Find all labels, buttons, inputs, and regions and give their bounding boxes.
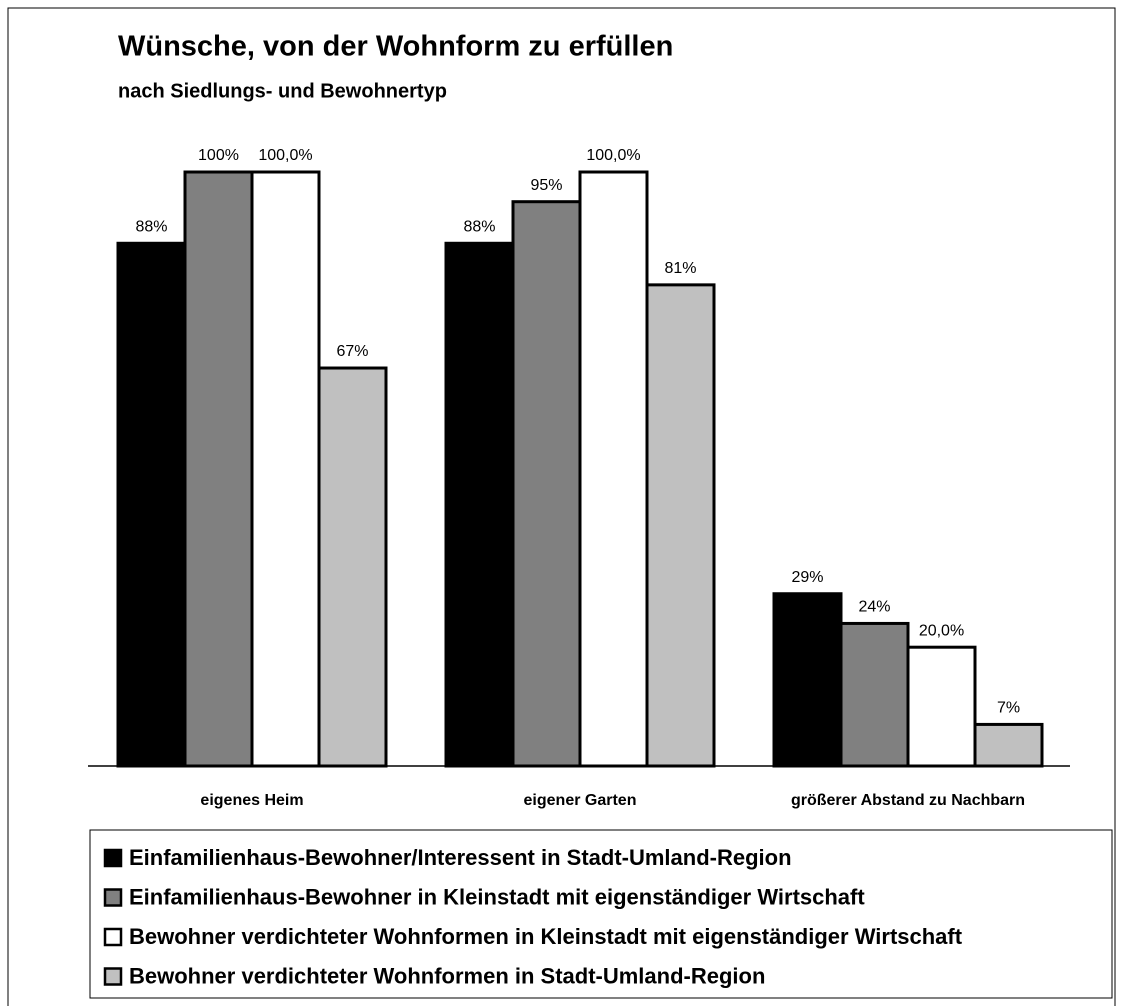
value-label: 88% [463, 218, 495, 235]
bar [183, 170, 254, 768]
bar [772, 592, 843, 768]
bar [645, 283, 716, 768]
legend-swatch [103, 967, 123, 986]
x-tick-label: größerer Abstand zu Nachbarn [791, 792, 1025, 809]
bar [906, 645, 977, 768]
value-label: 100,0% [258, 147, 312, 164]
bar [116, 241, 187, 768]
x-tick-label: eigener Garten [524, 792, 637, 809]
legend-label: Einfamilienhaus-Bewohner in Kleinstadt m… [129, 884, 865, 909]
bar [511, 200, 582, 768]
legend-box [89, 829, 1113, 999]
bar [250, 170, 321, 768]
chart-subtitle: nach Siedlungs- und Bewohnertyp [118, 80, 447, 102]
value-label: 100,0% [586, 147, 640, 164]
value-label: 20,0% [919, 622, 964, 639]
value-label: 7% [997, 700, 1020, 717]
legend-swatch [103, 848, 123, 868]
bar [973, 722, 1044, 768]
bar [317, 366, 388, 768]
legend-label: Bewohner verdichteter Wohnformen in Klei… [129, 924, 963, 949]
bar [839, 621, 910, 768]
bar [444, 241, 515, 768]
legend-label: Bewohner verdichteter Wohnformen in Stad… [129, 963, 765, 988]
value-label: 81% [664, 260, 696, 277]
legend-label: Einfamilienhaus-Bewohner/Interessent in … [129, 845, 792, 870]
legend-swatch [103, 888, 123, 907]
frame [7, 7, 1116, 1006]
legend-swatch [103, 927, 123, 947]
value-label: 24% [858, 599, 890, 616]
value-label: 67% [336, 343, 368, 360]
chart-title: Wünsche, von der Wohnform zu erfüllen [118, 31, 673, 63]
x-tick-label: eigenes Heim [200, 792, 303, 809]
bar [578, 170, 649, 768]
value-label: 95% [530, 177, 562, 194]
value-label: 100% [198, 147, 239, 164]
value-label: 29% [791, 569, 823, 586]
value-label: 88% [135, 218, 167, 235]
